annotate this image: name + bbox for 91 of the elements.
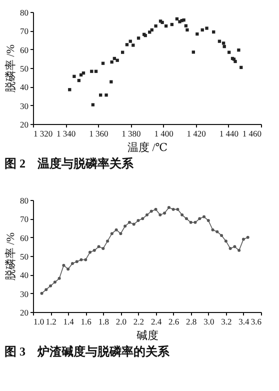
point [150,210,153,213]
x-tick-label: 2.6 [168,316,180,326]
x-tick-label: 3.2 [221,316,232,326]
point [132,222,136,226]
point [106,240,110,243]
point [119,232,122,236]
x-tick-label: 1 320 [34,128,53,138]
point [53,280,56,284]
point [141,217,144,220]
y-tick-label: 40 [20,270,28,280]
x-tick-label: 1 340 [56,128,76,138]
point [211,228,214,232]
x-tick-label: 1.4 [63,316,75,326]
point [70,262,74,265]
y-tick-label: 80 [20,196,28,206]
point [198,217,202,220]
x-tick-label: 1 420 [186,128,206,138]
y-axis-title: 脱磷率 /% [4,44,17,92]
point [228,247,232,250]
y-tick-label: 50 [20,64,28,74]
point [206,219,210,222]
point [180,213,184,216]
x-tick-label: 1 400 [154,128,174,138]
x-tick-label: 2.2 [133,316,144,326]
point [136,219,140,222]
x-axis-title: 温度 /℃ [127,141,168,154]
x-tick-label: 2.4 [150,316,162,326]
x-tick-label: 2.8 [186,316,197,326]
point [189,220,192,224]
x-tick-label: 3.0 [204,316,214,326]
y-tick-label: 30 [20,288,28,299]
x-tick-label: 1 380 [122,128,141,138]
point [80,258,83,262]
x-tick-label: 1 460 [242,128,262,138]
x-axis-title: 碱度 [136,329,158,342]
x-tick-label: 3.4 [238,316,250,326]
y-tick-label: 20 [20,308,28,318]
point [246,236,250,239]
point [233,245,236,248]
y-tick-label: 60 [20,232,28,243]
x-tick-label: 1 440 [219,128,238,138]
point [216,230,219,234]
point [167,206,170,209]
point [242,238,245,241]
point [49,284,52,288]
y-tick-label: 70 [20,214,28,224]
point [172,208,175,211]
x-tick-label: 1.2 [46,316,56,326]
x-tick-label: 1.6 [80,316,92,326]
point [88,250,92,254]
x-tick-label: 3.6 [250,316,262,326]
y-tick-label: 70 [20,26,28,36]
point [62,264,66,267]
point [128,220,131,224]
point [154,208,158,211]
point [202,215,206,218]
y-tick-label: 50 [20,252,28,262]
point [220,234,224,237]
point [110,232,114,236]
point [44,288,48,292]
point [102,247,105,250]
point [75,260,78,264]
point [114,228,118,232]
y-tick-label: 80 [20,8,28,18]
y-tick-label: 40 [20,82,28,92]
x-tick-label: 1 360 [89,128,108,138]
point [158,213,162,216]
text: 图 3 炉渣碱度与脱磷率的关系 [4,344,170,358]
point [58,276,61,280]
y-tick-label: 20 [20,120,28,130]
y-axis-title: 脱磷率 /% [4,232,17,280]
point [194,220,197,224]
text: 图 2 温度与脱磷率关系 [4,156,134,170]
point [238,248,241,252]
x-tick-label: 1.8 [98,316,109,326]
point [224,240,228,243]
point [163,212,166,215]
point [66,268,70,271]
point [97,245,100,248]
point [184,217,188,220]
line-series [40,206,250,295]
x-tick-label: 2.0 [116,316,127,326]
point [40,292,44,295]
point [92,248,96,252]
point [146,213,148,216]
x-tick-label: 1.0 [34,316,44,326]
y-tick-label: 30 [20,100,28,111]
point [84,258,88,262]
point [176,208,180,211]
y-tick-label: 60 [20,44,28,55]
point [124,224,127,228]
